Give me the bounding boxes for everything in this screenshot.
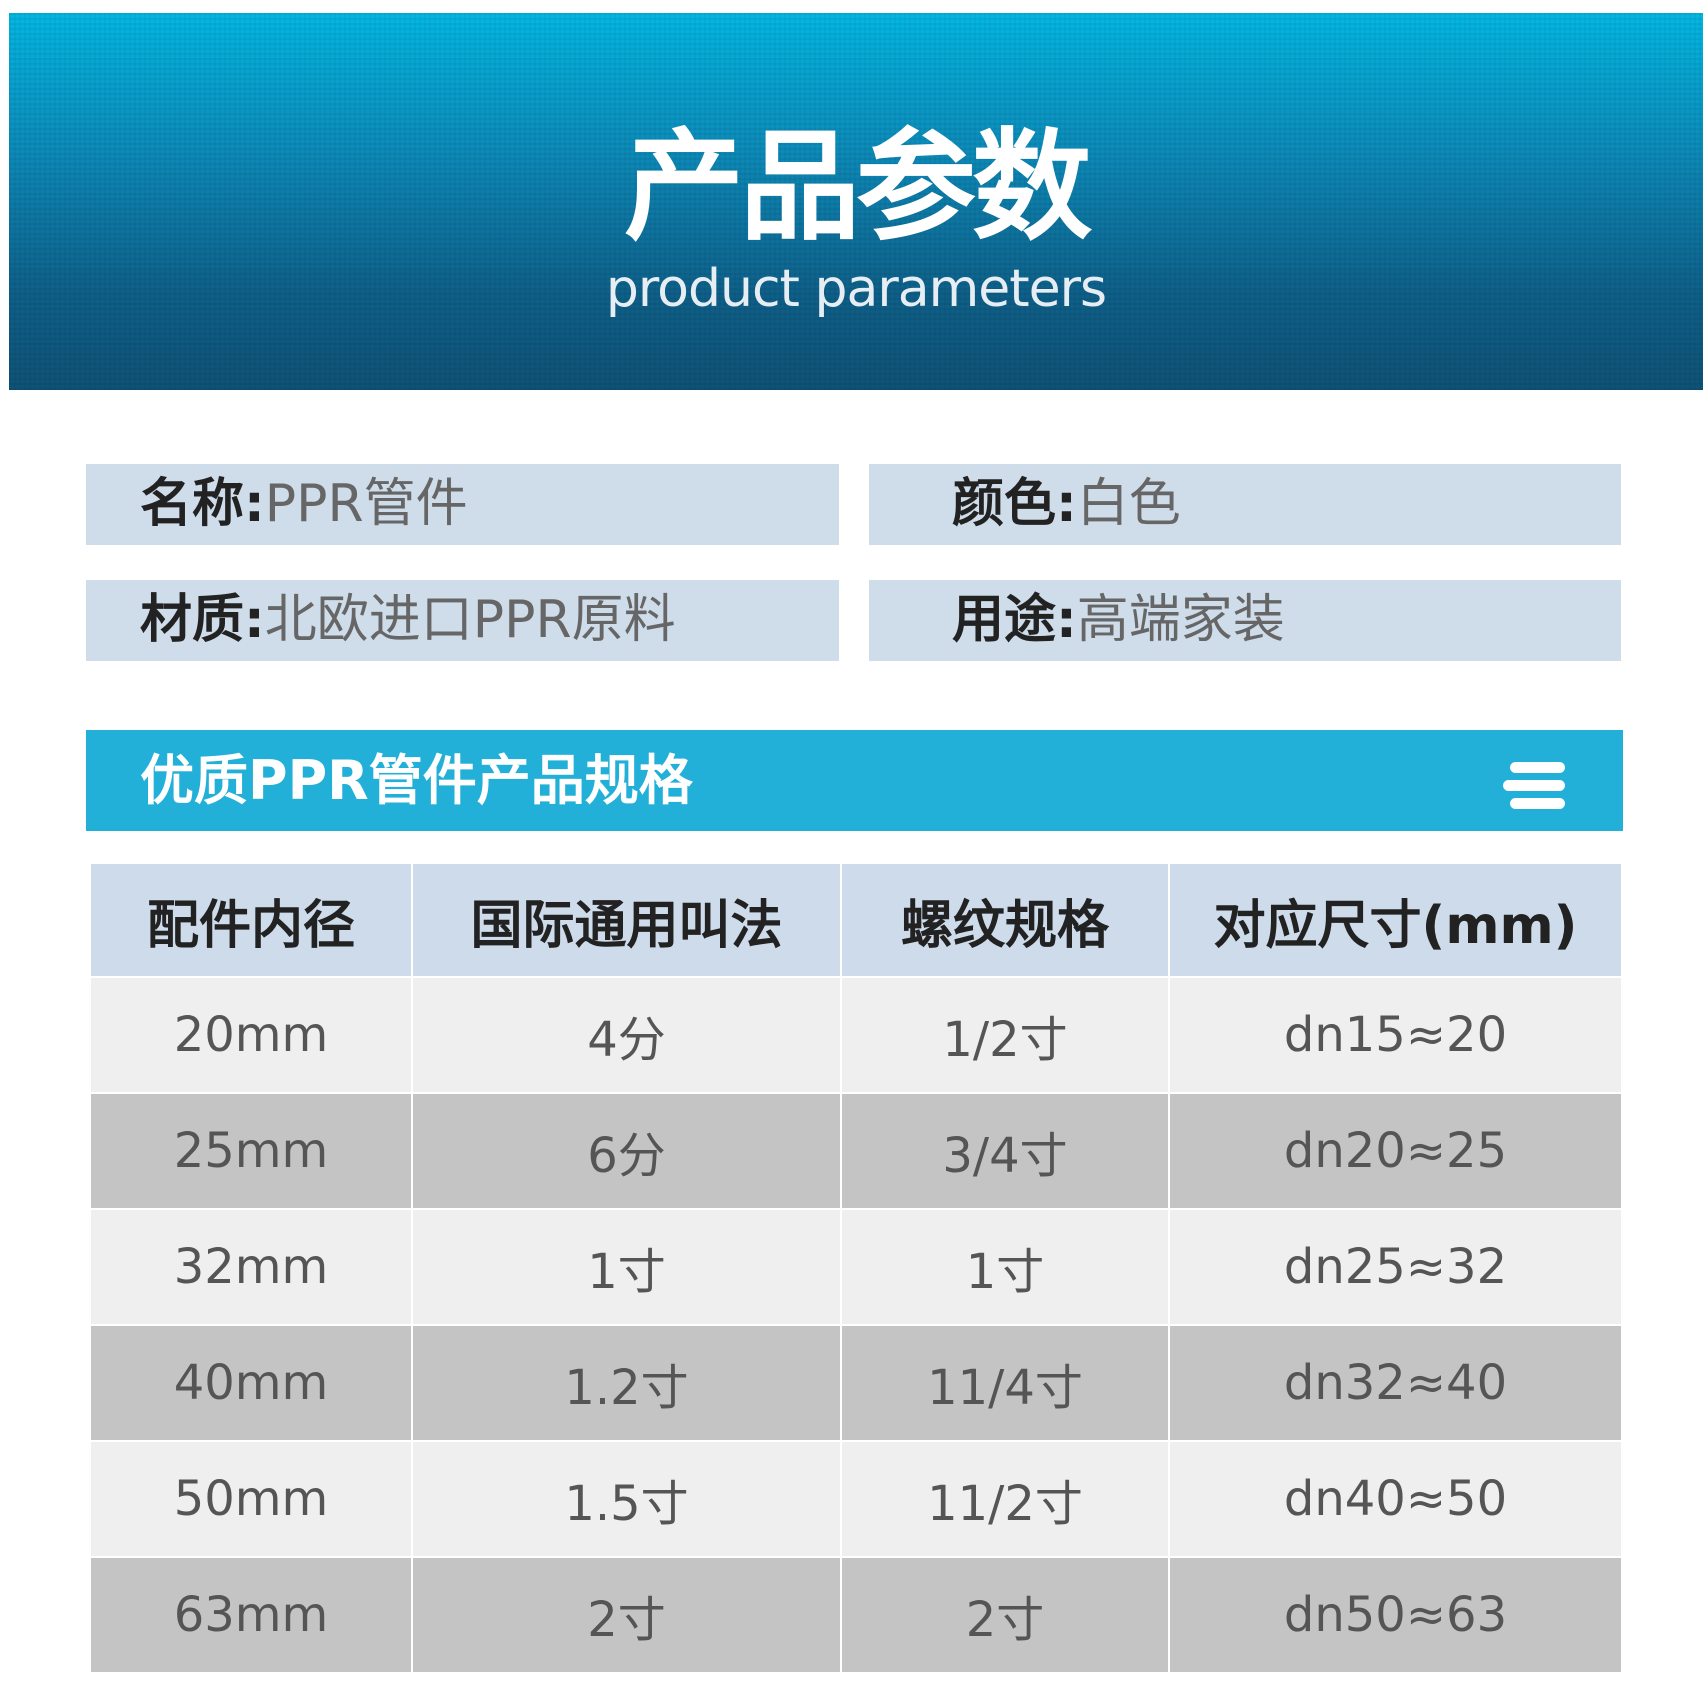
table-cell: 32mm <box>91 1208 412 1325</box>
info-value: 白色 <box>1076 474 1181 534</box>
info-usage: 用途:高端家装 <box>869 580 1621 661</box>
table-cell: 1/2寸 <box>840 976 1169 1093</box>
table-header-row: 配件内径 国际通用叫法 螺纹规格 对应尺寸(mm) <box>91 864 1621 977</box>
info-label: 用途: <box>952 590 1077 650</box>
info-label: 材质: <box>140 590 265 650</box>
page-title: 产品参数 <box>624 118 1092 257</box>
column-header: 螺纹规格 <box>840 864 1169 977</box>
info-material: 材质:北欧进口PPR原料 <box>86 580 839 661</box>
info-value: 高端家装 <box>1076 590 1285 650</box>
table-cell: dn40≈50 <box>1168 1440 1621 1557</box>
table-row: 63mm 2寸 2寸 dn50≈63 <box>91 1556 1621 1672</box>
info-value: 北欧进口PPR原料 <box>264 590 676 650</box>
menu-icon[interactable] <box>1503 762 1565 809</box>
table-cell: 50mm <box>91 1440 412 1557</box>
table-row: 20mm 4分 1/2寸 dn15≈20 <box>91 976 1621 1093</box>
spec-title: 优质PPR管件产品规格 <box>140 749 693 812</box>
table-cell: 20mm <box>91 976 412 1093</box>
table-cell: 4分 <box>411 976 841 1093</box>
page-subtitle: product parameters <box>605 259 1107 319</box>
table-row: 32mm 1寸 1寸 dn25≈32 <box>91 1208 1621 1325</box>
table-cell: 6分 <box>411 1092 841 1209</box>
table-row: 40mm 1.2寸 11/4寸 dn32≈40 <box>91 1324 1621 1441</box>
table-cell: 11/2寸 <box>840 1440 1169 1557</box>
table-row: 50mm 1.5寸 11/2寸 dn40≈50 <box>91 1440 1621 1557</box>
table-cell: 2寸 <box>840 1556 1169 1672</box>
column-header: 对应尺寸(mm) <box>1168 864 1621 977</box>
info-label: 名称: <box>140 474 265 534</box>
table-cell: 2寸 <box>411 1556 841 1672</box>
header-banner: 产品参数 product parameters <box>9 13 1703 390</box>
table-cell: 11/4寸 <box>840 1324 1169 1441</box>
table-cell: dn15≈20 <box>1168 976 1621 1093</box>
table-cell: dn32≈40 <box>1168 1324 1621 1441</box>
table-cell: 25mm <box>91 1092 412 1209</box>
column-header: 国际通用叫法 <box>411 864 841 977</box>
table-row: 25mm 6分 3/4寸 dn20≈25 <box>91 1092 1621 1209</box>
table-cell: 3/4寸 <box>840 1092 1169 1209</box>
table-cell: 1寸 <box>411 1208 841 1325</box>
info-name: 名称:PPR管件 <box>86 464 839 545</box>
table-cell: 1寸 <box>840 1208 1169 1325</box>
table-cell: 1.5寸 <box>411 1440 841 1557</box>
info-color: 颜色:白色 <box>869 464 1621 545</box>
table-cell: dn20≈25 <box>1168 1092 1621 1209</box>
table-cell: 40mm <box>91 1324 412 1441</box>
info-label: 颜色: <box>952 474 1077 534</box>
info-value: PPR管件 <box>264 474 468 534</box>
spec-table: 配件内径 国际通用叫法 螺纹规格 对应尺寸(mm) 20mm 4分 1/2寸 dn15… <box>91 864 1621 1672</box>
table-cell: 63mm <box>91 1556 412 1672</box>
column-header: 配件内径 <box>91 864 412 977</box>
table-cell: dn25≈32 <box>1168 1208 1621 1325</box>
table-cell: 1.2寸 <box>411 1324 841 1441</box>
spec-section-header: 优质PPR管件产品规格 <box>86 730 1623 831</box>
table-cell: dn50≈63 <box>1168 1556 1621 1672</box>
